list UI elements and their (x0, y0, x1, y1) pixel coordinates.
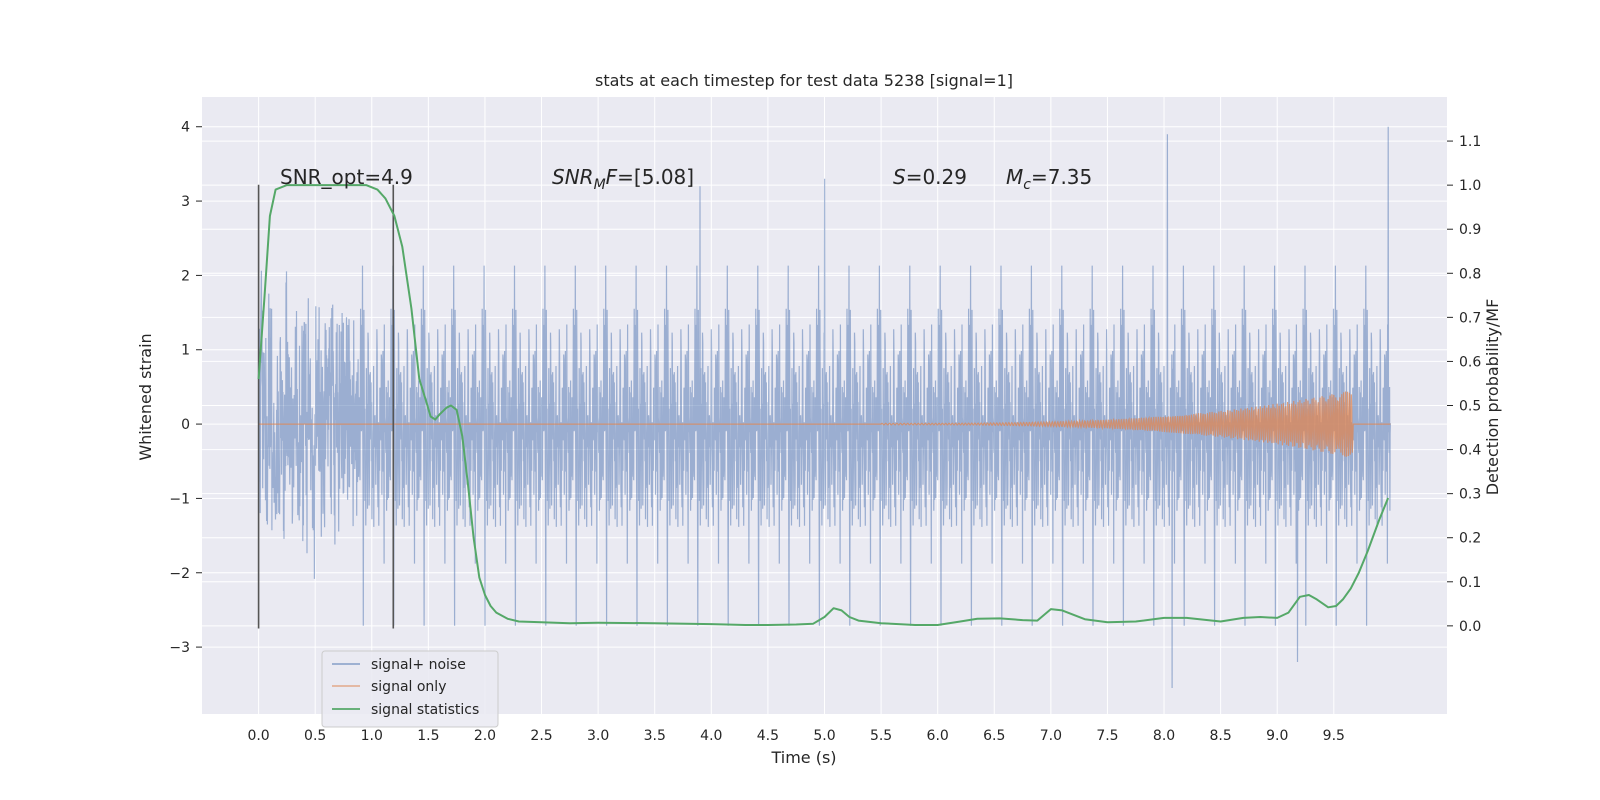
annotation-mc: Mc=7.35 (1006, 165, 1092, 193)
y-tick-label-right: 1.0 (1459, 178, 1481, 194)
x-tick-label: 6.0 (927, 728, 949, 744)
signal-series-layer (258, 391, 1391, 457)
signal-statistics-series (257, 184, 1390, 626)
x-tick-label: 8.0 (1153, 728, 1175, 744)
y-tick-label-left: −3 (169, 640, 190, 656)
y-tick-label-right: 1.1 (1459, 134, 1481, 150)
x-tick-label: 7.0 (1040, 728, 1062, 744)
y-tick-label-left: −1 (169, 491, 190, 507)
y-tick-label-right: 0.6 (1459, 354, 1481, 370)
y-tick-label-right: 0.0 (1459, 619, 1481, 635)
x-tick-label: 4.0 (700, 728, 722, 744)
y-tick-label-left: 1 (181, 343, 190, 359)
y-tick-label-right: 0.7 (1459, 310, 1481, 326)
x-tick-label: 4.5 (757, 728, 779, 744)
y-tick-label-right: 0.8 (1459, 266, 1481, 282)
grid-lines (202, 97, 1447, 714)
y-tick-label-left: −2 (169, 566, 190, 582)
x-tick-label: 3.5 (644, 728, 666, 744)
y-tick-label-right: 0.1 (1459, 575, 1481, 591)
y-tick-label-left: 3 (181, 194, 190, 210)
signal-noise-series (258, 126, 1391, 689)
noise-series-layer (258, 126, 1391, 689)
annotation-snr-mf-value: =[5.08] (617, 165, 694, 189)
annotation-snr-opt: SNR_opt=4.9 (280, 165, 413, 189)
y-tick-label-left: 2 (181, 268, 190, 284)
y-tick-label-left: 4 (181, 120, 190, 136)
y-axis-label-left: Whitened strain (136, 333, 155, 460)
x-tick-label: 2.5 (530, 728, 552, 744)
y-tick-label-right: 0.3 (1459, 487, 1481, 503)
annotation-s: S=0.29 (893, 165, 967, 189)
legend-box (321, 650, 499, 728)
legend-label-signal: signal only (371, 679, 446, 695)
x-tick-label: 3.0 (587, 728, 609, 744)
x-tick-label: 5.5 (870, 728, 892, 744)
x-tick-label: 7.5 (1096, 728, 1118, 744)
annotation-snr-mf: SNRMF=[5.08] (552, 165, 694, 193)
x-tick-label: 0.5 (304, 728, 326, 744)
annotation-mc-value: =7.35 (1031, 165, 1092, 189)
x-tick-label: 1.0 (361, 728, 383, 744)
x-tick-label: 9.5 (1323, 728, 1345, 744)
y-tick-label-right: 0.2 (1459, 531, 1481, 547)
y-tick-label-left: 0 (181, 417, 190, 433)
x-tick-label: 5.0 (813, 728, 835, 744)
x-tick-label: 6.5 (983, 728, 1005, 744)
x-tick-label: 1.5 (417, 728, 439, 744)
tick-labels: 0.0 0.5 1.0 1.5 2.0 2.5 3.0 3.5 4.0 4.5 5.0 5.5 6.0 6… (169, 120, 1481, 744)
chart-title: stats at each timestep for test data 523… (595, 71, 1013, 90)
legend-label-noise: signal+ noise (371, 657, 466, 673)
x-tick-label: 9.0 (1266, 728, 1288, 744)
x-axis-label: Time (s) (770, 748, 836, 767)
annotation-s-value: =0.29 (906, 165, 967, 189)
x-tick-label: 0.0 (247, 728, 269, 744)
y-axis-label-right: Detection probability/MF (1483, 299, 1502, 496)
signal-only-series (258, 391, 1391, 457)
y-tick-label-right: 0.5 (1459, 399, 1481, 415)
statistics-series-layer (257, 184, 1390, 626)
legend: signal+ noise signal only signal statist… (321, 650, 499, 728)
y-tick-label-right: 0.4 (1459, 443, 1481, 459)
vertical-marker-layer (257, 184, 395, 629)
x-tick-label: 8.5 (1210, 728, 1232, 744)
y-tick-label-right: 0.9 (1459, 222, 1481, 238)
legend-label-statistics: signal statistics (371, 702, 479, 718)
x-tick-label: 2.0 (474, 728, 496, 744)
